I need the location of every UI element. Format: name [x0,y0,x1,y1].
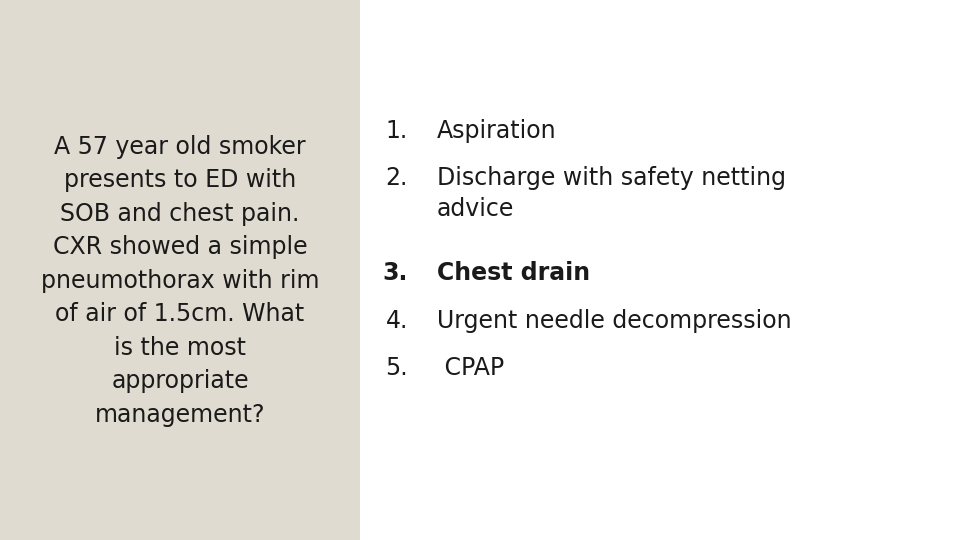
FancyBboxPatch shape [0,0,360,540]
Text: 2.: 2. [386,166,408,190]
Text: Discharge with safety netting
advice: Discharge with safety netting advice [437,166,786,221]
Text: CPAP: CPAP [437,356,504,380]
Text: Urgent needle decompression: Urgent needle decompression [437,309,791,333]
Text: Chest drain: Chest drain [437,261,590,285]
Text: 3.: 3. [383,261,408,285]
Text: Aspiration: Aspiration [437,119,557,143]
Text: A 57 year old smoker
presents to ED with
SOB and chest pain.
CXR showed a simple: A 57 year old smoker presents to ED with… [40,135,320,427]
Text: 5.: 5. [385,356,408,380]
Text: 1.: 1. [386,119,408,143]
Text: 4.: 4. [386,309,408,333]
